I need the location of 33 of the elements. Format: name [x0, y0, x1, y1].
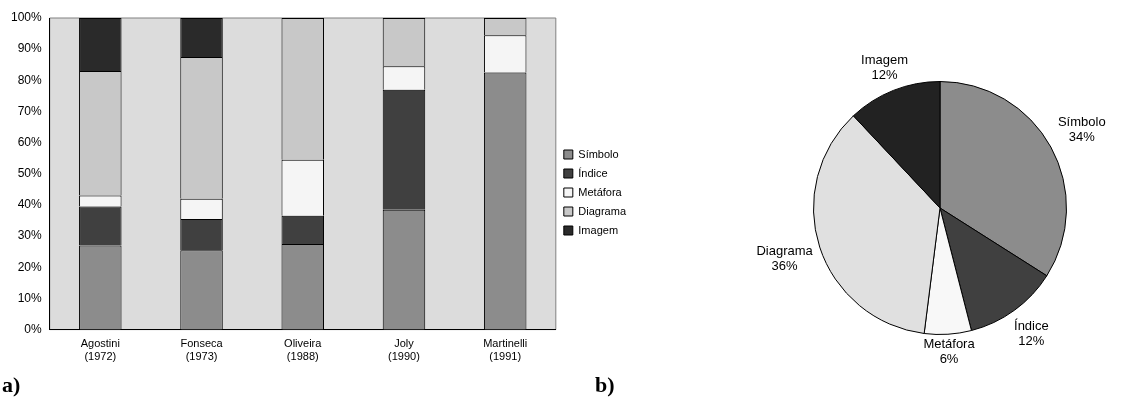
y-tick-label: 20%	[17, 259, 43, 274]
legend-label: Metáfora	[578, 185, 623, 198]
text: b)	[595, 372, 615, 398]
slice-label: Índice	[1014, 317, 1049, 333]
data-label: 6%	[939, 350, 959, 366]
slice-label: Símbolo	[1057, 114, 1106, 130]
y-tick-label: 30%	[17, 228, 43, 243]
y-tick-label: 100%	[10, 10, 43, 25]
slice-label: Diagrama	[756, 242, 814, 258]
y-tick-label: 10%	[17, 290, 43, 305]
slice-label: Metáfora	[923, 335, 976, 351]
y-tick-label: 50%	[17, 166, 43, 181]
x-tick-label: Joly (1990)	[388, 337, 420, 363]
x-tick-label: Martinelli (1991)	[483, 337, 528, 363]
legend-label: Diagrama	[578, 204, 627, 217]
y-tick-label: 0%	[24, 321, 43, 336]
legend-label: Símbolo	[578, 147, 619, 160]
y-tick-label: 80%	[17, 72, 43, 87]
y-tick-label: 90%	[17, 41, 43, 56]
text: a)	[2, 372, 21, 398]
data-label: 12%	[1018, 332, 1045, 348]
legend-label: Imagem	[578, 223, 619, 236]
x-tick-label: Fonseca (1973)	[180, 337, 224, 363]
data-label: 34%	[1068, 129, 1096, 145]
slice-label: Imagem	[861, 52, 909, 68]
data-label: 12%	[871, 67, 899, 83]
x-tick-label: Agostini (1972)	[80, 337, 120, 363]
x-tick-label: Oliveira (1988)	[284, 337, 323, 363]
data-label: 36%	[771, 257, 799, 273]
y-tick-label: 60%	[17, 134, 43, 149]
y-tick-label: 40%	[17, 197, 43, 212]
legend-label: Índice	[578, 166, 608, 179]
y-tick-label: 70%	[17, 103, 43, 118]
